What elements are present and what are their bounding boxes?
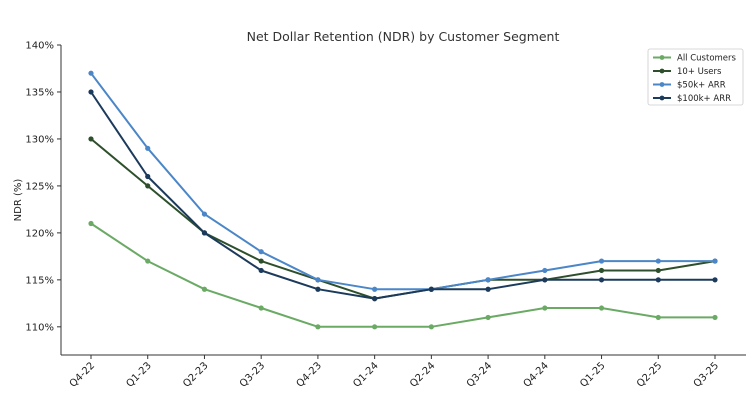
data-point	[372, 286, 378, 292]
data-point	[428, 286, 434, 292]
data-point	[88, 70, 94, 76]
chart-title: Net Dollar Retention (NDR) by Customer S…	[247, 29, 560, 44]
y-tick-label: 125%	[25, 181, 54, 192]
data-point	[712, 314, 718, 321]
series-1	[88, 220, 718, 330]
x-tick-label: Q1-23	[124, 360, 153, 389]
data-point	[201, 230, 208, 236]
data-point	[542, 267, 548, 274]
legend-marker	[659, 95, 665, 101]
data-point	[315, 286, 321, 292]
legend-marker	[659, 82, 665, 87]
x-tick-label: Q4-24	[522, 360, 551, 389]
y-tick-label: 110%	[25, 322, 54, 333]
x-tick-label: Q2-23	[181, 360, 210, 389]
legend-label: 10+ Users	[677, 67, 722, 77]
legend-entry: All Customers	[653, 54, 737, 64]
data-point	[598, 277, 605, 283]
data-point	[712, 277, 718, 283]
data-point	[598, 267, 605, 274]
data-point	[145, 258, 151, 264]
legend-entry: $50k+ ARR	[653, 81, 726, 91]
data-point	[201, 286, 208, 292]
x-tick-label: Q4-23	[295, 360, 324, 389]
data-point	[145, 145, 151, 151]
data-point	[201, 211, 208, 217]
data-point	[655, 258, 661, 264]
data-point	[485, 286, 491, 292]
legend-entry: $100k+ ARR	[653, 94, 731, 104]
data-point	[315, 277, 321, 283]
legend-label: All Customers	[677, 54, 737, 64]
legend-frame	[647, 48, 744, 106]
data-point	[485, 314, 491, 321]
data-point	[542, 277, 548, 283]
data-point	[485, 277, 491, 283]
data-point	[598, 258, 605, 264]
y-tick-label: 130%	[25, 134, 54, 145]
y-tick-label: 140%	[25, 41, 54, 52]
data-point	[258, 249, 264, 255]
data-point	[542, 305, 548, 311]
legend-label: $50k+ ARR	[677, 81, 726, 91]
series-line	[90, 222, 715, 328]
series-line	[90, 91, 715, 300]
x-tick-label: Q3-25	[692, 360, 721, 389]
series-line	[90, 138, 716, 300]
data-point	[372, 296, 378, 302]
series-line	[90, 72, 715, 291]
data-point	[258, 267, 264, 274]
legend-entry: 10+ Users	[653, 67, 722, 77]
y-tick-label: 115%	[25, 275, 54, 286]
x-tick-label: Q1-25	[578, 360, 607, 389]
data-point	[258, 258, 264, 264]
y-axis-label: NDR (%)	[13, 179, 24, 222]
data-point	[258, 305, 264, 311]
data-point	[145, 173, 151, 180]
legend-marker	[659, 55, 665, 60]
x-tick-label: Q4-22	[68, 360, 97, 389]
legend-label: $100k+ ARR	[677, 94, 731, 104]
data-point	[428, 324, 434, 330]
series-2	[88, 136, 718, 302]
data-point	[88, 136, 94, 142]
series-layer	[88, 70, 718, 330]
data-point	[372, 324, 378, 330]
x-tick-label: Q1-24	[351, 360, 380, 389]
legend: All Customers 10+ Users $50k+ ARR $100k+ AR…	[647, 48, 744, 106]
x-tick-label: Q2-24	[408, 360, 437, 389]
data-point	[598, 305, 605, 311]
data-point	[88, 220, 94, 227]
x-tick-label: Q3-23	[238, 360, 267, 389]
data-point	[712, 258, 718, 264]
x-tick-label: Q2-25	[635, 360, 664, 389]
y-tick-label: 135%	[25, 87, 54, 98]
x-tick-label: Q3-24	[465, 360, 494, 389]
series-3	[88, 70, 718, 292]
data-point	[88, 89, 94, 95]
data-point	[655, 314, 661, 321]
data-point	[315, 324, 321, 330]
axis-ticks: 110% 115% 120% 125% 130% 135% 140% Q4-22 Q1-23 Q2…	[25, 41, 721, 390]
data-point	[145, 183, 151, 189]
series-4	[88, 89, 718, 302]
data-point	[655, 277, 661, 283]
legend-marker	[659, 68, 665, 74]
y-tick-label: 120%	[25, 228, 54, 239]
data-point	[655, 267, 661, 274]
